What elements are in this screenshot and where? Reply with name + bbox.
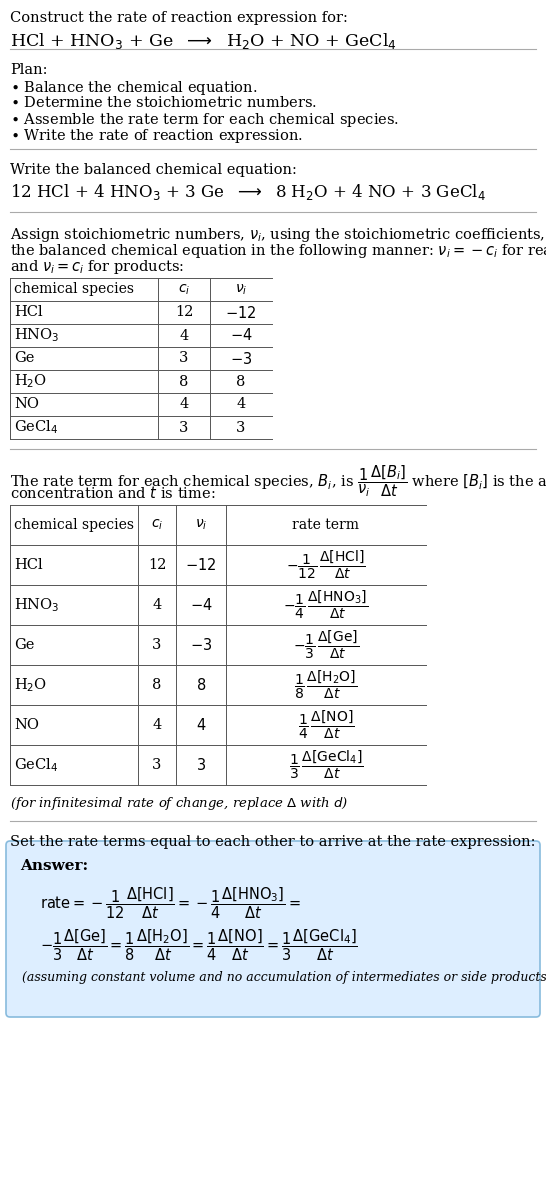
Text: $c_i$: $c_i$ [178, 282, 190, 297]
Text: $8$: $8$ [196, 677, 206, 692]
Text: 12 HCl + 4 HNO$_3$ + 3 Ge  $\longrightarrow$  8 H$_2$O + 4 NO + 3 GeCl$_4$: 12 HCl + 4 HNO$_3$ + 3 Ge $\longrightarr… [10, 182, 486, 202]
Text: $\nu_i$: $\nu_i$ [235, 282, 247, 297]
Text: HCl + HNO$_3$ + Ge  $\longrightarrow$  H$_2$O + NO + GeCl$_4$: HCl + HNO$_3$ + Ge $\longrightarrow$ H$_… [10, 31, 397, 51]
Text: H$_2$O: H$_2$O [14, 676, 47, 694]
Text: (assuming constant volume and no accumulation of intermediates or side products): (assuming constant volume and no accumul… [22, 971, 546, 984]
Text: Write the balanced chemical equation:: Write the balanced chemical equation: [10, 163, 297, 177]
Text: GeCl$_4$: GeCl$_4$ [14, 756, 58, 774]
Text: $-\dfrac{1}{4}\,\dfrac{\Delta[\mathrm{HNO_3}]}{\Delta t}$: $-\dfrac{1}{4}\,\dfrac{\Delta[\mathrm{HN… [283, 588, 369, 621]
Text: $-12$: $-12$ [185, 557, 217, 573]
Text: 8: 8 [236, 374, 246, 389]
Text: $-\dfrac{1}{3}\,\dfrac{\Delta[\mathrm{Ge}]}{\Delta t}$: $-\dfrac{1}{3}\,\dfrac{\Delta[\mathrm{Ge… [293, 629, 359, 661]
Text: Ge: Ge [14, 637, 34, 652]
Text: The rate term for each chemical species, $B_i$, is $\dfrac{1}{\nu_i}\dfrac{\Delt: The rate term for each chemical species,… [10, 463, 546, 499]
Text: $c_i$: $c_i$ [151, 518, 163, 532]
Text: NO: NO [14, 397, 39, 411]
Text: HCl: HCl [14, 559, 43, 572]
Text: $\dfrac{1}{4}\,\dfrac{\Delta[\mathrm{NO}]}{\Delta t}$: $\dfrac{1}{4}\,\dfrac{\Delta[\mathrm{NO}… [298, 709, 354, 742]
Text: 12: 12 [175, 305, 193, 319]
Text: $\bullet$ Write the rate of reaction expression.: $\bullet$ Write the rate of reaction exp… [10, 127, 303, 145]
Text: $-\dfrac{1}{3}\dfrac{\Delta[\mathrm{Ge}]}{\Delta t} = \dfrac{1}{8}\dfrac{\Delta[: $-\dfrac{1}{3}\dfrac{\Delta[\mathrm{Ge}]… [40, 927, 358, 963]
Text: 3: 3 [179, 421, 189, 434]
Text: the balanced chemical equation in the following manner: $\nu_i = -c_i$ for react: the balanced chemical equation in the fo… [10, 242, 546, 260]
Text: $\bullet$ Balance the chemical equation.: $\bullet$ Balance the chemical equation. [10, 79, 257, 97]
Text: and $\nu_i = c_i$ for products:: and $\nu_i = c_i$ for products: [10, 258, 185, 276]
Text: $\bullet$ Determine the stoichiometric numbers.: $\bullet$ Determine the stoichiometric n… [10, 94, 317, 110]
Text: 4: 4 [180, 397, 188, 411]
Text: rate term: rate term [293, 518, 359, 532]
Text: 8: 8 [179, 374, 189, 389]
Text: Plan:: Plan: [10, 63, 48, 77]
Text: $-4$: $-4$ [230, 328, 252, 343]
Text: $-3$: $-3$ [190, 637, 212, 653]
Text: $-4$: $-4$ [189, 597, 212, 614]
Text: Ge: Ge [14, 352, 34, 366]
Text: HNO$_3$: HNO$_3$ [14, 327, 60, 344]
Text: 3: 3 [179, 352, 189, 366]
Text: (for infinitesimal rate of change, replace $\Delta$ with $d$): (for infinitesimal rate of change, repla… [10, 795, 348, 812]
Text: 3: 3 [152, 637, 162, 652]
Text: 4: 4 [180, 329, 188, 342]
Text: Construct the rate of reaction expression for:: Construct the rate of reaction expressio… [10, 11, 348, 25]
Text: $-3$: $-3$ [230, 350, 252, 366]
Text: concentration and $t$ is time:: concentration and $t$ is time: [10, 486, 216, 501]
Text: $\bullet$ Assemble the rate term for each chemical species.: $\bullet$ Assemble the rate term for eac… [10, 111, 399, 129]
Text: $-12$: $-12$ [225, 305, 257, 321]
Text: 4: 4 [236, 397, 246, 411]
Text: $3$: $3$ [196, 757, 206, 773]
Text: HCl: HCl [14, 305, 43, 319]
Text: HNO$_3$: HNO$_3$ [14, 596, 60, 614]
Text: $\nu_i$: $\nu_i$ [195, 518, 207, 532]
Text: H$_2$O: H$_2$O [14, 373, 47, 390]
Text: 3: 3 [236, 421, 246, 434]
Text: $\dfrac{1}{8}\,\dfrac{\Delta[\mathrm{H_2O}]}{\Delta t}$: $\dfrac{1}{8}\,\dfrac{\Delta[\mathrm{H_2… [294, 669, 358, 701]
Text: NO: NO [14, 718, 39, 732]
Text: chemical species: chemical species [14, 518, 134, 532]
Text: Assign stoichiometric numbers, $\nu_i$, using the stoichiometric coefficients, $: Assign stoichiometric numbers, $\nu_i$, … [10, 226, 546, 244]
Text: 4: 4 [152, 718, 162, 732]
Text: 8: 8 [152, 678, 162, 692]
Text: chemical species: chemical species [14, 282, 134, 297]
Text: $4$: $4$ [196, 716, 206, 733]
FancyBboxPatch shape [6, 841, 540, 1017]
Text: $\mathrm{rate} = -\dfrac{1}{12}\dfrac{\Delta[\mathrm{HCl}]}{\Delta t} = -\dfrac{: $\mathrm{rate} = -\dfrac{1}{12}\dfrac{\D… [40, 885, 301, 921]
Text: Set the rate terms equal to each other to arrive at the rate expression:: Set the rate terms equal to each other t… [10, 835, 536, 849]
Text: 12: 12 [148, 559, 166, 572]
Text: $-\dfrac{1}{12}\,\dfrac{\Delta[\mathrm{HCl}]}{\Delta t}$: $-\dfrac{1}{12}\,\dfrac{\Delta[\mathrm{H… [286, 549, 366, 581]
Text: $\dfrac{1}{3}\,\dfrac{\Delta[\mathrm{GeCl_4}]}{\Delta t}$: $\dfrac{1}{3}\,\dfrac{\Delta[\mathrm{GeC… [289, 749, 363, 781]
Text: GeCl$_4$: GeCl$_4$ [14, 419, 58, 437]
Text: Answer:: Answer: [20, 859, 88, 873]
Text: 3: 3 [152, 758, 162, 771]
Text: 4: 4 [152, 598, 162, 612]
